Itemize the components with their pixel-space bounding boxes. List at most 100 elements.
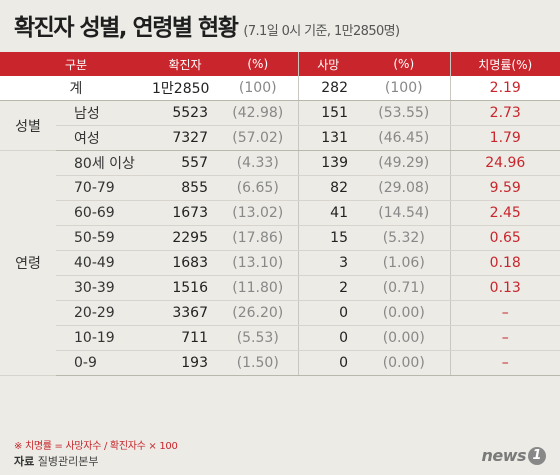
table-row: 여성 7327 (57.02) 131 (46.45) 1.79: [0, 125, 560, 151]
chart-subtitle: (7.1일 0시 기준, 1만2850명): [243, 24, 400, 39]
table-row: 40-49 1683 (13.10) 3 (1.06) 0.18: [0, 250, 560, 276]
cell-deaths-pct: (49.29): [358, 150, 450, 176]
cell-fatality: 2.19: [449, 76, 560, 101]
cell-fatality: 2.45: [449, 200, 560, 226]
row-label: 10-19: [56, 325, 152, 351]
cell-cases-pct: (42.98): [218, 100, 298, 126]
header-deaths: 사망: [297, 52, 358, 76]
cell-deaths: 15: [297, 225, 358, 251]
header-cases-pct: (%): [218, 52, 298, 76]
cell-fatality: 24.96: [449, 150, 560, 176]
cell-deaths-pct: (5.32): [358, 225, 450, 251]
cell-deaths: 41: [297, 200, 358, 226]
cell-cases-pct: (5.53): [218, 325, 298, 351]
cell-deaths-pct: (14.54): [358, 200, 450, 226]
table-row: 70-79 855 (6.65) 82 (29.08) 9.59: [0, 175, 560, 201]
cell-cases: 711: [152, 325, 218, 351]
table-row: 성별 남성 5523 (42.98) 151 (53.55) 2.73: [0, 100, 560, 151]
cell-cases-pct: (6.65): [218, 175, 298, 201]
cell-cases-pct: (13.02): [218, 200, 298, 226]
table-row: 20-29 3367 (26.20) 0 (0.00) –: [0, 300, 560, 326]
header-cases: 확진자: [152, 52, 218, 76]
cell-fatality: 0.13: [449, 275, 560, 301]
cell-deaths: 2: [297, 275, 358, 301]
table-header-row: 구분 확진자 (%) 사망 (%) 치명률(%): [0, 52, 560, 76]
source-line: 자료 질병관리본부: [14, 453, 98, 469]
cell-cases: 1516: [152, 275, 218, 301]
table-row: 60-69 1673 (13.02) 41 (14.54) 2.45: [0, 200, 560, 226]
cell-deaths-pct: (46.45): [358, 125, 450, 151]
cell-fatality: –: [449, 325, 560, 351]
cell-cases-pct: (11.80): [218, 275, 298, 301]
cell-deaths: 139: [297, 150, 358, 176]
cell-cases: 557: [152, 150, 218, 176]
cell-fatality: 9.59: [449, 175, 560, 201]
row-label: 80세 이상: [56, 150, 152, 176]
footnote: ※ 치명률 = 사망자수 / 확진자수 × 100: [14, 441, 178, 452]
chart-title: 확진자 성별, 연령별 현황: [14, 15, 239, 41]
source-label: 자료: [14, 455, 35, 468]
row-label: 여성: [56, 125, 152, 151]
cell-deaths-pct: (29.08): [358, 175, 450, 201]
cell-fatality: 0.65: [449, 225, 560, 251]
row-label: 30-39: [56, 275, 152, 301]
table-row: 0-9 193 (1.50) 0 (0.00) –: [0, 350, 560, 376]
cell-cases: 1683: [152, 250, 218, 276]
cell-fatality: 0.18: [449, 250, 560, 276]
cell-fatality: 2.73: [449, 100, 560, 126]
cell-cases-pct: (4.33): [218, 150, 298, 176]
cell-cases-pct: (17.86): [218, 225, 298, 251]
row-label: 70-79: [56, 175, 152, 201]
header-fatality: 치명률(%): [449, 52, 560, 76]
cell-cases-pct: (100): [218, 76, 298, 101]
row-label: 남성: [56, 100, 152, 126]
group-label-age: 연령: [0, 150, 56, 376]
source-value: 질병관리본부: [37, 455, 99, 468]
row-label: 20-29: [56, 300, 152, 326]
cell-cases-pct: (1.50): [218, 350, 298, 376]
data-table: 구분 확진자 (%) 사망 (%) 치명률(%) 계 1만2850 (100) …: [0, 52, 560, 376]
row-label: 60-69: [56, 200, 152, 226]
table-row: 10-19 711 (5.53) 0 (0.00) –: [0, 325, 560, 351]
cell-cases: 3367: [152, 300, 218, 326]
cell-deaths-pct: (0.00): [358, 325, 450, 351]
cell-cases-pct: (13.10): [218, 250, 298, 276]
cell-deaths-pct: (0.71): [358, 275, 450, 301]
cell-deaths-pct: (1.06): [358, 250, 450, 276]
row-label: 0-9: [56, 350, 152, 376]
row-label: 계: [0, 76, 152, 101]
cell-deaths: 82: [297, 175, 358, 201]
table-row-total: 계 1만2850 (100) 282 (100) 2.19: [0, 76, 560, 101]
cell-cases: 1만2850: [152, 76, 218, 101]
cell-cases: 5523: [152, 100, 218, 126]
news1-logo: news 1: [481, 446, 546, 465]
cell-deaths: 131: [297, 125, 358, 151]
row-label: 40-49: [56, 250, 152, 276]
logo-badge-icon: 1: [528, 446, 546, 465]
cell-deaths-pct: (100): [358, 76, 450, 101]
cell-deaths: 3: [297, 250, 358, 276]
cell-cases: 193: [152, 350, 218, 376]
cell-deaths: 0: [297, 350, 358, 376]
cell-deaths: 282: [297, 76, 358, 101]
cell-cases-pct: (57.02): [218, 125, 298, 151]
table-row: 30-39 1516 (11.80) 2 (0.71) 0.13: [0, 275, 560, 301]
cell-cases-pct: (26.20): [218, 300, 298, 326]
chart-header: 확진자 성별, 연령별 현황 (7.1일 0시 기준, 1만2850명): [14, 8, 400, 44]
group-label-gender: 성별: [0, 100, 56, 151]
cell-cases: 855: [152, 175, 218, 201]
table-row: 50-59 2295 (17.86) 15 (5.32) 0.65: [0, 225, 560, 251]
logo-text: news: [481, 446, 526, 465]
cell-deaths-pct: (0.00): [358, 300, 450, 326]
row-label: 50-59: [56, 225, 152, 251]
cell-cases: 7327: [152, 125, 218, 151]
cell-fatality: 1.79: [449, 125, 560, 151]
cell-deaths: 151: [297, 100, 358, 126]
cell-deaths-pct: (53.55): [358, 100, 450, 126]
cell-deaths-pct: (0.00): [358, 350, 450, 376]
header-category: 구분: [0, 52, 152, 76]
cell-fatality: –: [449, 350, 560, 376]
cell-deaths: 0: [297, 325, 358, 351]
cell-fatality: –: [449, 300, 560, 326]
cell-cases: 1673: [152, 200, 218, 226]
